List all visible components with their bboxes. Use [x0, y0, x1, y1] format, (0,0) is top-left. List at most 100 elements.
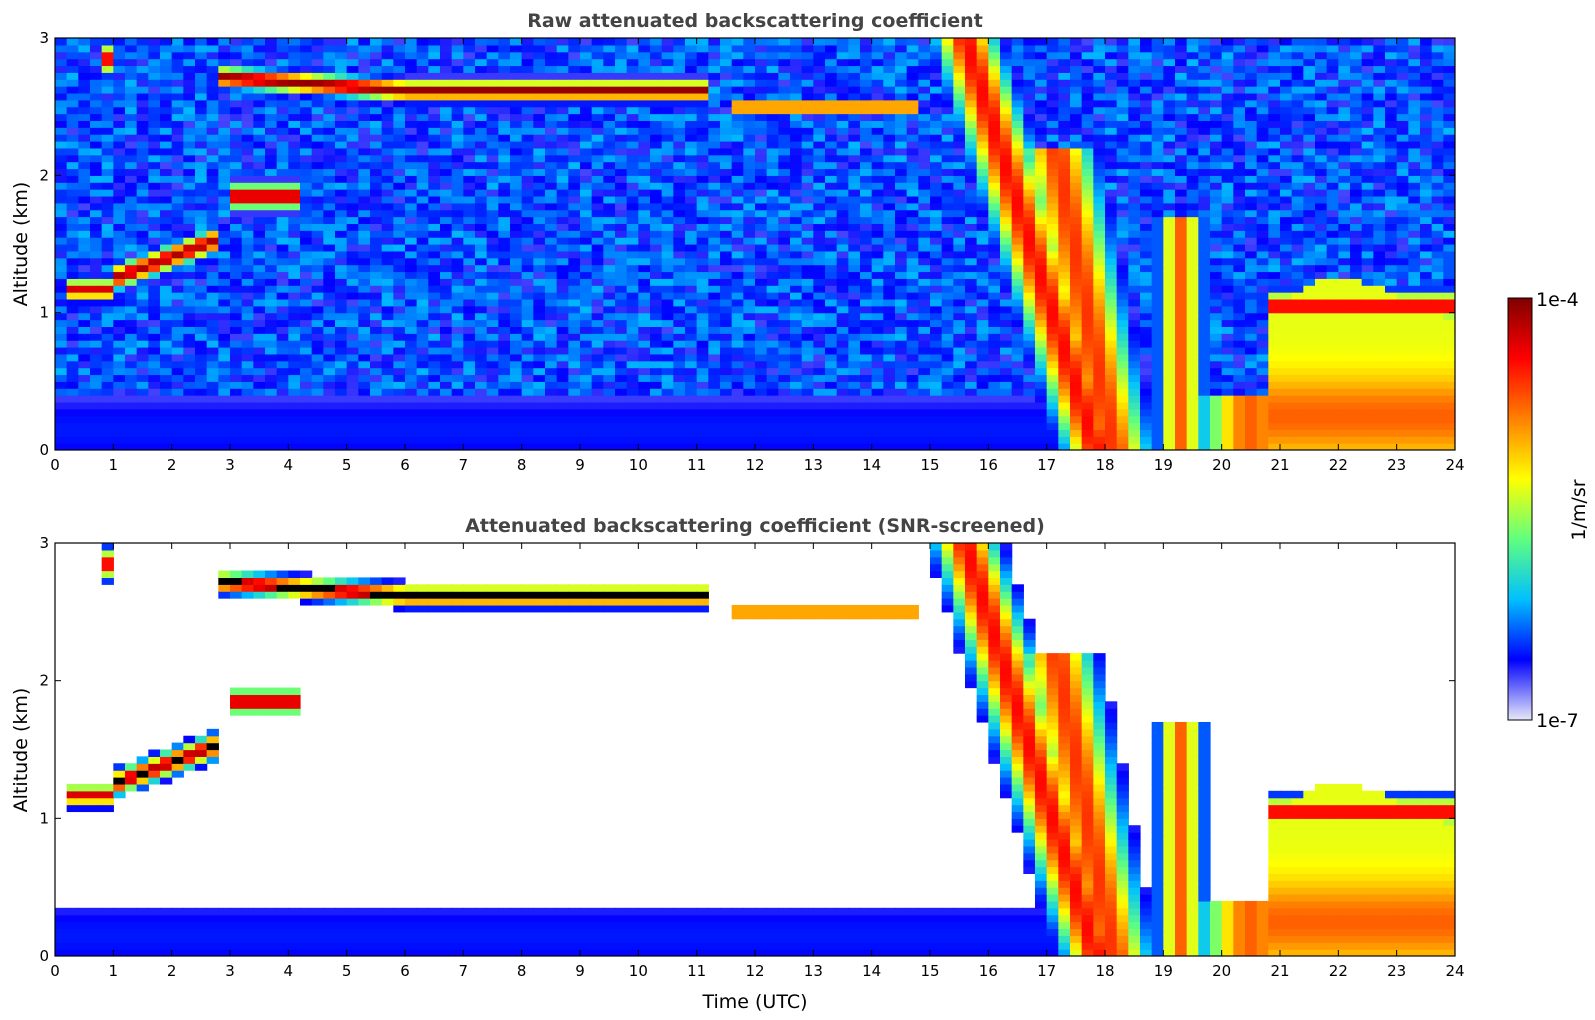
heatmap-cell — [953, 436, 966, 444]
heatmap-cell — [463, 92, 476, 101]
heatmap-cell — [743, 340, 756, 348]
heatmap-cell — [615, 353, 628, 362]
heatmap-cell — [335, 312, 348, 321]
heatmap-cell — [801, 326, 814, 334]
heatmap-cell — [941, 264, 954, 273]
heatmap-cell — [381, 381, 394, 389]
heatmap-cell — [626, 319, 639, 327]
heatmap-cell — [953, 285, 966, 293]
heatmap-cell — [626, 99, 639, 108]
heatmap-cell — [125, 237, 138, 245]
heatmap-cell — [918, 292, 931, 300]
heatmap-cell — [428, 72, 441, 80]
heatmap-cell — [66, 353, 79, 362]
heatmap-cell — [708, 168, 721, 176]
heatmap-cell — [638, 312, 651, 321]
heatmap-cell — [265, 367, 278, 376]
heatmap-cell — [230, 333, 243, 341]
heatmap-cell — [393, 237, 406, 245]
heatmap-cell — [836, 298, 849, 307]
heatmap-cell — [90, 257, 103, 266]
heatmap-cell — [1000, 347, 1013, 355]
heatmap-cell — [136, 147, 149, 156]
heatmap-cell — [650, 106, 663, 115]
heatmap-cell — [953, 298, 966, 307]
heatmap-cell — [813, 65, 826, 73]
heatmap-cell — [335, 374, 348, 382]
heatmap-cell — [871, 51, 884, 60]
heatmap-cell — [930, 86, 943, 94]
heatmap-cell — [988, 99, 1001, 108]
heatmap-cell — [55, 79, 68, 87]
heatmap-cell — [451, 319, 464, 327]
heatmap-cell — [218, 79, 231, 87]
heatmap-cell — [125, 257, 138, 266]
heatmap-cell — [580, 415, 593, 424]
heatmap-cell — [591, 106, 604, 115]
heatmap-cell — [720, 182, 733, 190]
heatmap-cell — [556, 230, 569, 238]
heatmap-cell — [615, 443, 628, 450]
heatmap-cell — [136, 347, 149, 355]
heatmap-cell — [685, 147, 698, 156]
heatmap-cell — [661, 141, 674, 149]
heatmap-cell — [1011, 305, 1024, 314]
heatmap-cell — [813, 216, 826, 224]
heatmap-cell — [253, 415, 266, 424]
heatmap-cell — [883, 106, 896, 115]
heatmap-cell — [673, 285, 686, 293]
heatmap-cell — [638, 230, 651, 238]
heatmap-cell — [696, 202, 709, 211]
heatmap-cell — [545, 319, 558, 327]
heatmap-cell — [206, 99, 219, 108]
heatmap-cell — [871, 278, 884, 286]
heatmap-cell — [976, 202, 989, 211]
heatmap-cell — [78, 92, 91, 101]
heatmap-cell — [953, 244, 966, 252]
heatmap-cell — [533, 168, 546, 176]
heatmap-cell — [731, 353, 744, 362]
heatmap-cell — [731, 360, 744, 369]
heatmap-cell — [475, 216, 488, 224]
heatmap-cell — [323, 147, 336, 156]
heatmap-cell — [475, 278, 488, 286]
heatmap-cell — [288, 195, 301, 204]
heatmap-cell — [405, 79, 418, 87]
heatmap-cell — [276, 298, 289, 307]
heatmap-cell — [311, 443, 324, 450]
heatmap-cell — [953, 250, 966, 259]
heatmap-cell — [696, 408, 709, 417]
heatmap-cell — [428, 408, 441, 417]
heatmap-cell — [335, 388, 348, 396]
heatmap-cell — [591, 374, 604, 382]
heatmap-cell — [358, 168, 371, 176]
heatmap-cell — [218, 92, 231, 101]
heatmap-cell — [346, 72, 359, 80]
heatmap-cell — [988, 134, 1001, 142]
heatmap-cell — [778, 38, 791, 46]
heatmap-cell — [230, 113, 243, 121]
heatmap-cell — [615, 127, 628, 135]
heatmap-cell — [755, 436, 768, 444]
heatmap-cell — [650, 340, 663, 348]
heatmap-cell — [1000, 38, 1013, 46]
heatmap-cell — [498, 58, 511, 67]
heatmap-cell — [218, 408, 231, 417]
heatmap-cell — [545, 113, 558, 121]
heatmap-cell — [440, 120, 453, 128]
heatmap-cell — [125, 113, 138, 121]
heatmap-cell — [346, 353, 359, 362]
heatmap-cell — [965, 182, 978, 190]
heatmap-cell — [825, 154, 838, 163]
heatmap-cell — [451, 250, 464, 259]
heatmap-cell — [650, 223, 663, 231]
heatmap-cell — [230, 415, 243, 424]
heatmap-cell — [405, 237, 418, 245]
heatmap-cell — [661, 408, 674, 417]
heatmap-cell — [55, 141, 68, 149]
heatmap-cell — [265, 353, 278, 362]
heatmap-cell — [860, 443, 873, 450]
heatmap-cell — [883, 168, 896, 176]
heatmap-cell — [801, 360, 814, 369]
heatmap-cell — [428, 250, 441, 259]
